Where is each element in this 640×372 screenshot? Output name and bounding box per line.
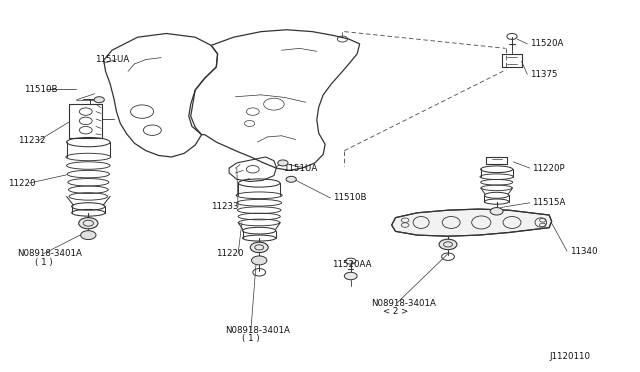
Text: N08918-3401A: N08918-3401A xyxy=(17,249,81,258)
Text: J1120110: J1120110 xyxy=(549,352,590,361)
Text: N08918-3401A: N08918-3401A xyxy=(371,299,436,308)
Text: 11515A: 11515A xyxy=(532,198,566,207)
Circle shape xyxy=(278,160,288,166)
Text: 11233: 11233 xyxy=(211,202,239,211)
Text: N08918-3401A: N08918-3401A xyxy=(225,326,290,335)
Circle shape xyxy=(344,272,357,280)
Text: 11375: 11375 xyxy=(530,70,557,79)
Polygon shape xyxy=(392,209,552,236)
Text: 11520A: 11520A xyxy=(530,39,563,48)
Text: 1151UA: 1151UA xyxy=(283,164,317,173)
Circle shape xyxy=(252,256,267,265)
Circle shape xyxy=(490,208,503,215)
Text: 11520AA: 11520AA xyxy=(332,260,371,269)
Circle shape xyxy=(81,231,96,240)
Text: 11220: 11220 xyxy=(8,179,35,187)
Circle shape xyxy=(439,239,457,250)
Text: < 2 >: < 2 > xyxy=(383,307,408,316)
Text: 11232: 11232 xyxy=(18,136,45,145)
Circle shape xyxy=(94,97,104,103)
Circle shape xyxy=(286,176,296,182)
Text: ( 1 ): ( 1 ) xyxy=(35,258,53,267)
Text: 1151UA: 1151UA xyxy=(95,55,129,64)
Circle shape xyxy=(79,218,98,229)
Text: ( 1 ): ( 1 ) xyxy=(242,334,260,343)
Text: 11510B: 11510B xyxy=(24,85,58,94)
Text: 11340: 11340 xyxy=(570,247,597,256)
Text: 11220P: 11220P xyxy=(532,164,565,173)
Circle shape xyxy=(250,242,268,253)
Text: 11220: 11220 xyxy=(216,249,244,258)
Text: 11510B: 11510B xyxy=(333,193,366,202)
